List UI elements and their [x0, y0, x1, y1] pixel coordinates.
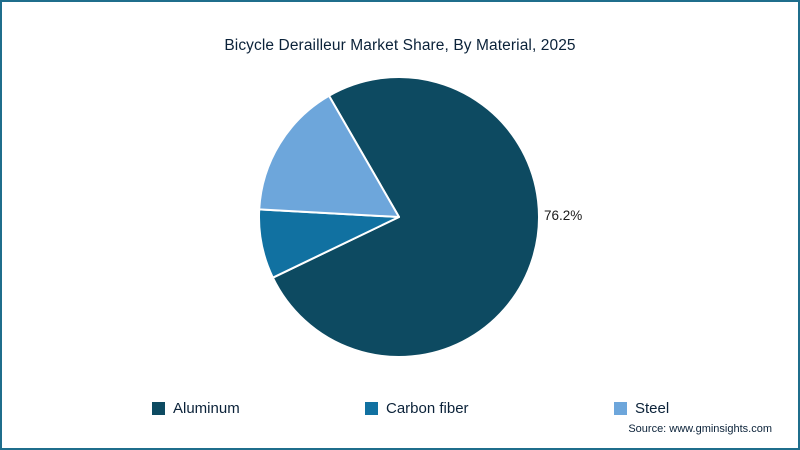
legend-label-aluminum: Aluminum — [173, 399, 240, 417]
legend-swatch-steel — [614, 401, 627, 415]
data-label-aluminum-percent: 76.2% — [544, 208, 583, 223]
legend-label-carbon-fiber: Carbon fiber — [386, 399, 469, 417]
page-title: Bicycle Derailleur Market Share, By Mate… — [224, 37, 576, 54]
legend-label-steel: Steel — [635, 399, 670, 417]
legend-swatch-carbon-fiber — [365, 401, 378, 415]
pie-chart-area — [249, 67, 549, 367]
source-text: Source: www.gminsights.com — [628, 423, 772, 435]
pie-slice-steel — [258, 94, 400, 218]
legend-item-steel: Steel — [614, 398, 669, 418]
legend-item-aluminum: Aluminum — [152, 398, 240, 418]
legend-swatch-aluminum — [152, 401, 165, 415]
pie-chart — [258, 76, 540, 359]
legend: Aluminum Carbon fiber Steel — [2, 398, 798, 422]
legend-item-carbon-fiber: Carbon fiber — [365, 398, 469, 418]
pie-slice-aluminum — [271, 76, 540, 359]
